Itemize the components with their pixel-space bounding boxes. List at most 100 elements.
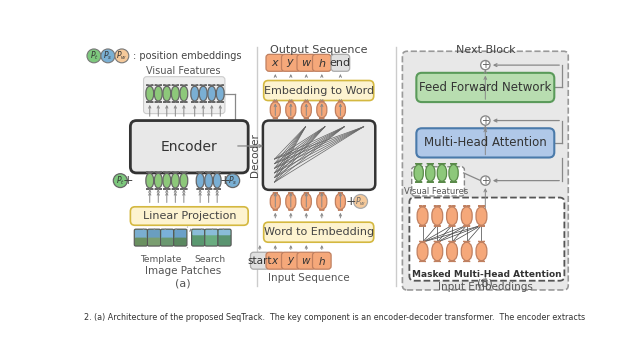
FancyBboxPatch shape [161, 238, 173, 245]
FancyBboxPatch shape [426, 164, 435, 182]
FancyBboxPatch shape [476, 241, 487, 261]
FancyBboxPatch shape [282, 252, 300, 269]
FancyBboxPatch shape [193, 230, 204, 235]
FancyBboxPatch shape [196, 172, 204, 189]
FancyBboxPatch shape [131, 121, 248, 173]
Text: Output Sequence: Output Sequence [270, 45, 367, 55]
Text: Visual Features: Visual Features [404, 187, 468, 196]
FancyBboxPatch shape [131, 207, 248, 225]
FancyBboxPatch shape [437, 164, 447, 182]
Text: $w$: $w$ [301, 58, 312, 68]
FancyBboxPatch shape [148, 238, 160, 245]
FancyBboxPatch shape [449, 164, 458, 182]
FancyBboxPatch shape [208, 85, 216, 102]
FancyBboxPatch shape [154, 172, 162, 189]
Text: Masked Multi-Head Attention: Masked Multi-Head Attention [412, 270, 562, 279]
FancyBboxPatch shape [264, 81, 374, 101]
FancyBboxPatch shape [270, 193, 280, 210]
FancyBboxPatch shape [135, 238, 147, 245]
Circle shape [481, 116, 490, 125]
Text: $P_t$: $P_t$ [116, 174, 125, 187]
Text: Template: Template [140, 255, 181, 264]
FancyBboxPatch shape [317, 193, 327, 210]
Text: 2. (a) Architecture of the proposed SeqTrack.  The key component is an encoder-d: 2. (a) Architecture of the proposed SeqT… [84, 313, 585, 322]
FancyBboxPatch shape [191, 229, 205, 246]
FancyBboxPatch shape [301, 193, 311, 210]
Text: $y$: $y$ [287, 255, 295, 267]
FancyBboxPatch shape [263, 121, 375, 190]
Circle shape [87, 49, 101, 63]
FancyBboxPatch shape [135, 230, 147, 238]
FancyBboxPatch shape [312, 252, 331, 269]
Text: +: + [346, 195, 356, 208]
Text: +: + [123, 174, 133, 187]
FancyBboxPatch shape [417, 241, 428, 261]
Text: Linear Projection: Linear Projection [143, 211, 236, 221]
FancyBboxPatch shape [335, 193, 346, 210]
Text: (a): (a) [175, 279, 191, 289]
FancyBboxPatch shape [414, 164, 423, 182]
Text: $y$: $y$ [286, 57, 295, 69]
Text: Embedding to Word: Embedding to Word [264, 86, 374, 95]
FancyBboxPatch shape [476, 206, 487, 226]
Text: Input Sequence: Input Sequence [268, 273, 349, 284]
FancyBboxPatch shape [266, 252, 285, 269]
Circle shape [481, 61, 490, 70]
Text: $P_s$: $P_s$ [103, 50, 113, 62]
FancyBboxPatch shape [264, 222, 374, 242]
FancyBboxPatch shape [266, 54, 285, 71]
FancyBboxPatch shape [146, 85, 154, 102]
Circle shape [226, 174, 239, 188]
FancyBboxPatch shape [461, 206, 472, 226]
FancyBboxPatch shape [205, 172, 212, 189]
FancyBboxPatch shape [410, 197, 564, 281]
Text: Input Embeddings: Input Embeddings [438, 282, 532, 292]
Circle shape [101, 49, 115, 63]
Text: $P_w$: $P_w$ [116, 50, 127, 62]
FancyBboxPatch shape [216, 85, 224, 102]
FancyBboxPatch shape [417, 128, 554, 158]
FancyBboxPatch shape [199, 85, 207, 102]
FancyBboxPatch shape [172, 85, 179, 102]
FancyBboxPatch shape [331, 54, 349, 71]
FancyBboxPatch shape [403, 51, 568, 290]
Text: Word to Embedding: Word to Embedding [264, 227, 374, 237]
Text: (b): (b) [477, 279, 493, 289]
FancyBboxPatch shape [270, 101, 280, 118]
FancyBboxPatch shape [191, 85, 198, 102]
FancyBboxPatch shape [147, 229, 161, 246]
Text: $P_s$: $P_s$ [228, 174, 237, 187]
Text: Decoder: Decoder [250, 133, 260, 177]
Text: Multi-Head Attention: Multi-Head Attention [424, 136, 547, 150]
FancyBboxPatch shape [146, 172, 154, 189]
FancyBboxPatch shape [218, 229, 231, 246]
Text: : position embeddings: : position embeddings [132, 51, 241, 61]
FancyBboxPatch shape [412, 167, 465, 196]
Text: $h$: $h$ [318, 255, 326, 267]
Text: +: + [481, 176, 490, 185]
FancyBboxPatch shape [174, 229, 187, 246]
Text: Next Block: Next Block [456, 45, 515, 55]
FancyBboxPatch shape [297, 54, 316, 71]
Text: Search: Search [195, 255, 226, 264]
Text: end: end [330, 58, 351, 68]
FancyBboxPatch shape [148, 230, 160, 238]
Circle shape [353, 195, 367, 208]
Text: +: + [481, 60, 490, 70]
FancyBboxPatch shape [282, 54, 300, 71]
FancyBboxPatch shape [250, 252, 269, 269]
FancyBboxPatch shape [213, 172, 221, 189]
FancyBboxPatch shape [134, 229, 147, 246]
Text: +: + [481, 115, 490, 126]
FancyBboxPatch shape [301, 101, 311, 118]
FancyBboxPatch shape [175, 230, 186, 238]
FancyBboxPatch shape [180, 85, 188, 102]
FancyBboxPatch shape [447, 206, 458, 226]
Text: $w$: $w$ [301, 256, 312, 266]
Text: $x$: $x$ [271, 58, 280, 68]
Text: Visual Features: Visual Features [146, 65, 220, 76]
FancyBboxPatch shape [219, 230, 230, 235]
FancyBboxPatch shape [432, 241, 443, 261]
Circle shape [481, 176, 490, 185]
FancyBboxPatch shape [461, 241, 472, 261]
